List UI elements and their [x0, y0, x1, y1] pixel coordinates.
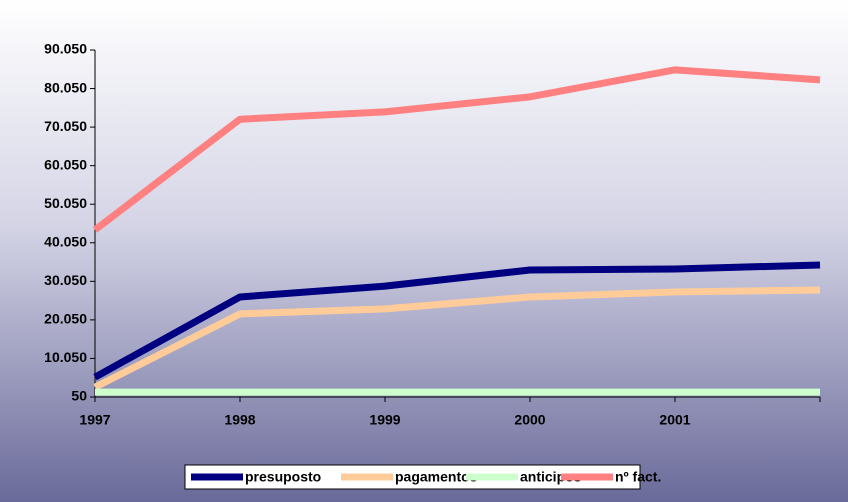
- x-tick-label: 1997: [79, 412, 110, 428]
- y-tick-label: 90.050: [44, 41, 87, 57]
- line-series: [93, 286, 821, 391]
- y-tick-label: 40.050: [44, 233, 87, 249]
- y-tick-label: 50: [71, 388, 87, 404]
- x-tick-label: 2000: [514, 412, 545, 428]
- y-tick-label: 80.050: [44, 79, 87, 95]
- legend-label: anticipos: [520, 469, 582, 485]
- y-tick-label: 60.050: [44, 156, 87, 172]
- y-tick-label: 20.050: [44, 311, 87, 327]
- y-tick-label: 70.050: [44, 118, 87, 134]
- y-tick-label: 30.050: [44, 272, 87, 288]
- legend-label: presuposto: [245, 469, 321, 485]
- line-series: [93, 261, 821, 381]
- x-tick-label: 1999: [369, 412, 400, 428]
- legend-label: nº fact.: [615, 469, 661, 485]
- y-tick-label: 50.050: [44, 195, 87, 211]
- x-tick-label: 2001: [659, 412, 690, 428]
- line-series: [92, 66, 821, 233]
- legend-label: pagamentos: [395, 469, 478, 485]
- x-tick-label: 1998: [224, 412, 255, 428]
- y-tick-label: 10.050: [44, 349, 87, 365]
